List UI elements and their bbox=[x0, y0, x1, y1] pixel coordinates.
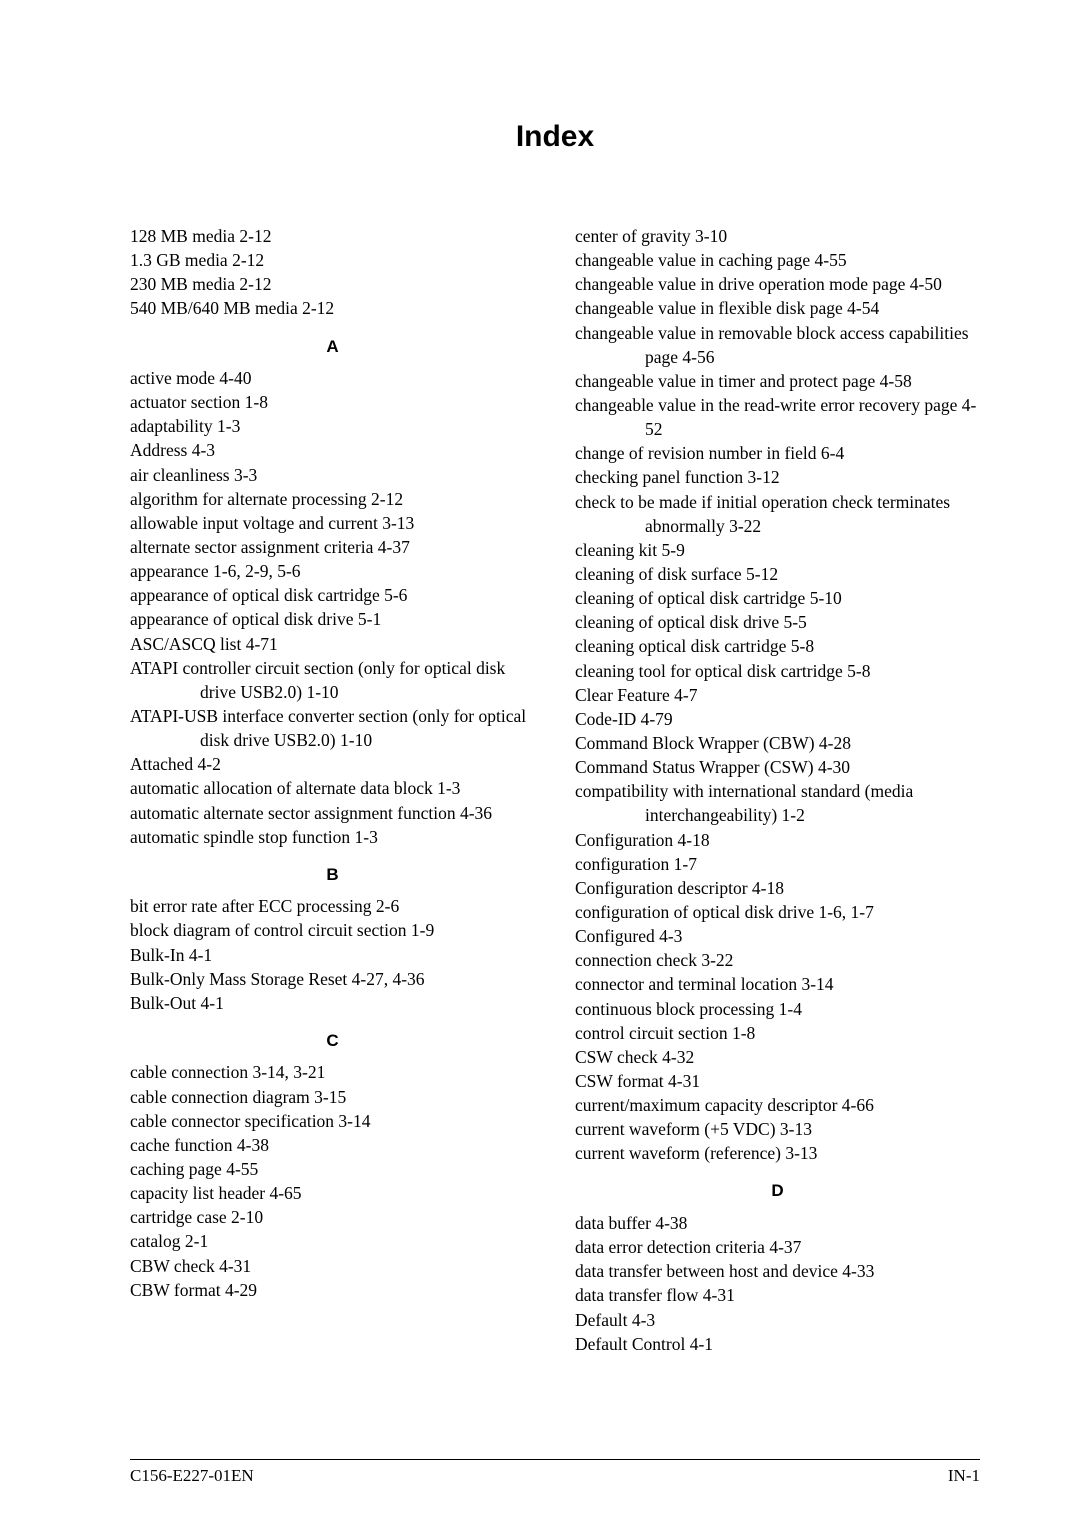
index-entry: configuration 1-7 bbox=[575, 852, 980, 876]
index-entry: alternate sector assignment criteria 4-3… bbox=[130, 535, 535, 559]
index-entry: ATAPI controller circuit section (only f… bbox=[130, 656, 535, 704]
index-entry: CSW check 4-32 bbox=[575, 1045, 980, 1069]
index-entry: Configuration 4-18 bbox=[575, 828, 980, 852]
index-entry: adaptability 1-3 bbox=[130, 414, 535, 438]
index-entry: current waveform (+5 VDC) 3-13 bbox=[575, 1117, 980, 1141]
index-entry: connection check 3-22 bbox=[575, 948, 980, 972]
left-column: 128 MB media 2-121.3 GB media 2-12230 MB… bbox=[130, 224, 535, 1356]
index-entry: 540 MB/640 MB media 2-12 bbox=[130, 296, 535, 320]
index-entry: continuous block processing 1-4 bbox=[575, 997, 980, 1021]
index-entry: caching page 4-55 bbox=[130, 1157, 535, 1181]
footer-right: IN-1 bbox=[948, 1466, 980, 1486]
index-entry: Default 4-3 bbox=[575, 1308, 980, 1332]
section-heading: B bbox=[130, 863, 535, 886]
index-entry: compatibility with international standar… bbox=[575, 779, 980, 827]
right-column: center of gravity 3-10changeable value i… bbox=[575, 224, 980, 1356]
index-entry: cartridge case 2-10 bbox=[130, 1205, 535, 1229]
index-entry: Address 4-3 bbox=[130, 438, 535, 462]
index-entry: cleaning of optical disk cartridge 5-10 bbox=[575, 586, 980, 610]
index-entry: algorithm for alternate processing 2-12 bbox=[130, 487, 535, 511]
index-entry: actuator section 1-8 bbox=[130, 390, 535, 414]
index-entry: Default Control 4-1 bbox=[575, 1332, 980, 1356]
index-entry: 230 MB media 2-12 bbox=[130, 272, 535, 296]
index-entry: automatic allocation of alternate data b… bbox=[130, 776, 535, 800]
index-entry: Code-ID 4-79 bbox=[575, 707, 980, 731]
index-entry: control circuit section 1-8 bbox=[575, 1021, 980, 1045]
index-entry: cleaning of optical disk drive 5-5 bbox=[575, 610, 980, 634]
index-entry: changeable value in timer and protect pa… bbox=[575, 369, 980, 393]
index-entry: cleaning of disk surface 5-12 bbox=[575, 562, 980, 586]
index-entry: bit error rate after ECC processing 2-6 bbox=[130, 894, 535, 918]
footer-left: C156-E227-01EN bbox=[130, 1466, 254, 1486]
index-entry: current/maximum capacity descriptor 4-66 bbox=[575, 1093, 980, 1117]
page: Index 128 MB media 2-121.3 GB media 2-12… bbox=[0, 0, 1080, 1416]
index-entry: Bulk-In 4-1 bbox=[130, 943, 535, 967]
index-entry: center of gravity 3-10 bbox=[575, 224, 980, 248]
index-entry: active mode 4-40 bbox=[130, 366, 535, 390]
index-entry: CBW check 4-31 bbox=[130, 1254, 535, 1278]
index-entry: changeable value in caching page 4-55 bbox=[575, 248, 980, 272]
index-entry: connector and terminal location 3-14 bbox=[575, 972, 980, 996]
index-entry: CSW format 4-31 bbox=[575, 1069, 980, 1093]
footer: C156-E227-01EN IN-1 bbox=[130, 1459, 980, 1486]
index-entry: changeable value in the read-write error… bbox=[575, 393, 980, 441]
section-heading: A bbox=[130, 335, 535, 358]
index-entry: changeable value in removable block acce… bbox=[575, 321, 980, 369]
index-entry: Bulk-Out 4-1 bbox=[130, 991, 535, 1015]
index-columns: 128 MB media 2-121.3 GB media 2-12230 MB… bbox=[130, 224, 980, 1356]
index-entry: current waveform (reference) 3-13 bbox=[575, 1141, 980, 1165]
index-entry: data transfer flow 4-31 bbox=[575, 1283, 980, 1307]
index-entry: data buffer 4-38 bbox=[575, 1211, 980, 1235]
index-entry: Clear Feature 4-7 bbox=[575, 683, 980, 707]
index-entry: 128 MB media 2-12 bbox=[130, 224, 535, 248]
index-entry: Command Block Wrapper (CBW) 4-28 bbox=[575, 731, 980, 755]
index-entry: appearance 1-6, 2-9, 5-6 bbox=[130, 559, 535, 583]
index-entry: cleaning kit 5-9 bbox=[575, 538, 980, 562]
index-entry: data error detection criteria 4-37 bbox=[575, 1235, 980, 1259]
index-entry: block diagram of control circuit section… bbox=[130, 918, 535, 942]
index-entry: ASC/ASCQ list 4-71 bbox=[130, 632, 535, 656]
index-entry: cache function 4-38 bbox=[130, 1133, 535, 1157]
index-entry: cleaning optical disk cartridge 5-8 bbox=[575, 634, 980, 658]
index-entry: capacity list header 4-65 bbox=[130, 1181, 535, 1205]
index-entry: Configured 4-3 bbox=[575, 924, 980, 948]
index-entry: checking panel function 3-12 bbox=[575, 465, 980, 489]
section-heading: C bbox=[130, 1029, 535, 1052]
index-entry: changeable value in drive operation mode… bbox=[575, 272, 980, 296]
index-entry: allowable input voltage and current 3-13 bbox=[130, 511, 535, 535]
index-entry: automatic spindle stop function 1-3 bbox=[130, 825, 535, 849]
index-entry: check to be made if initial operation ch… bbox=[575, 490, 980, 538]
index-entry: Command Status Wrapper (CSW) 4-30 bbox=[575, 755, 980, 779]
index-entry: appearance of optical disk drive 5-1 bbox=[130, 607, 535, 631]
index-entry: automatic alternate sector assignment fu… bbox=[130, 801, 535, 825]
index-entry: cable connection 3-14, 3-21 bbox=[130, 1060, 535, 1084]
index-entry: change of revision number in field 6-4 bbox=[575, 441, 980, 465]
index-entry: cable connector specification 3-14 bbox=[130, 1109, 535, 1133]
section-heading: D bbox=[575, 1179, 980, 1202]
index-entry: configuration of optical disk drive 1-6,… bbox=[575, 900, 980, 924]
index-entry: cable connection diagram 3-15 bbox=[130, 1085, 535, 1109]
index-entry: catalog 2-1 bbox=[130, 1229, 535, 1253]
index-entry: cleaning tool for optical disk cartridge… bbox=[575, 659, 980, 683]
index-entry: ATAPI-USB interface converter section (o… bbox=[130, 704, 535, 752]
index-entry: air cleanliness 3-3 bbox=[130, 463, 535, 487]
page-title: Index bbox=[130, 120, 980, 154]
index-entry: appearance of optical disk cartridge 5-6 bbox=[130, 583, 535, 607]
index-entry: Configuration descriptor 4-18 bbox=[575, 876, 980, 900]
index-entry: Attached 4-2 bbox=[130, 752, 535, 776]
index-entry: Bulk-Only Mass Storage Reset 4-27, 4-36 bbox=[130, 967, 535, 991]
index-entry: CBW format 4-29 bbox=[130, 1278, 535, 1302]
index-entry: data transfer between host and device 4-… bbox=[575, 1259, 980, 1283]
index-entry: 1.3 GB media 2-12 bbox=[130, 248, 535, 272]
index-entry: changeable value in flexible disk page 4… bbox=[575, 296, 980, 320]
